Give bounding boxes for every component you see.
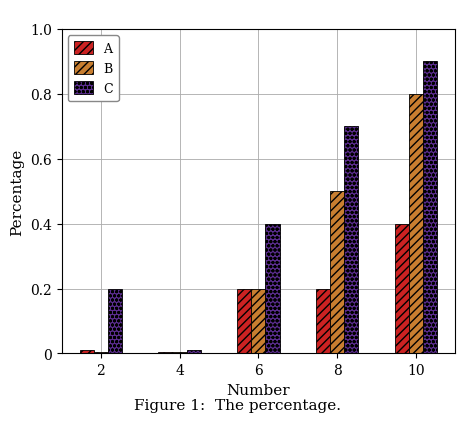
Bar <box>265 224 280 354</box>
Bar <box>409 95 423 354</box>
Bar <box>187 350 201 354</box>
Bar <box>344 127 358 354</box>
Y-axis label: Percentage: Percentage <box>10 148 25 235</box>
Bar <box>94 352 108 354</box>
Bar <box>395 224 409 354</box>
Bar <box>251 289 265 354</box>
Bar <box>80 350 94 354</box>
Bar <box>173 352 187 354</box>
Text: Figure 1:  The percentage.: Figure 1: The percentage. <box>134 398 340 412</box>
Bar <box>330 192 344 354</box>
X-axis label: Number: Number <box>227 383 290 397</box>
Bar <box>108 289 122 354</box>
Bar <box>423 62 437 354</box>
Bar <box>316 289 330 354</box>
Bar <box>237 289 251 354</box>
Bar <box>158 352 173 354</box>
Legend: A, B, C: A, B, C <box>68 36 119 102</box>
